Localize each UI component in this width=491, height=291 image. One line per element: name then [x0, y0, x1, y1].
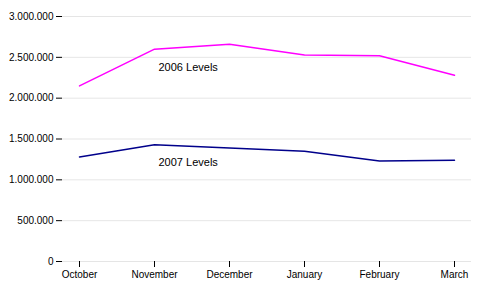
- svg-text:2.000.000: 2.000.000: [9, 92, 54, 103]
- svg-text:February: February: [359, 269, 399, 280]
- svg-text:2.500.000: 2.500.000: [9, 52, 54, 63]
- svg-text:1.500.000: 1.500.000: [9, 133, 54, 144]
- svg-text:December: December: [206, 269, 253, 280]
- svg-text:500.000: 500.000: [17, 215, 54, 226]
- svg-text:0: 0: [48, 256, 54, 267]
- svg-text:March: March: [441, 269, 469, 280]
- svg-text:1.000.000: 1.000.000: [9, 174, 54, 185]
- svg-text:October: October: [62, 269, 98, 280]
- svg-text:3.000.000: 3.000.000: [9, 11, 54, 22]
- svg-text:2007 Levels: 2007 Levels: [159, 156, 219, 168]
- svg-text:2006 Levels: 2006 Levels: [159, 61, 219, 73]
- svg-text:January: January: [287, 269, 323, 280]
- svg-text:November: November: [131, 269, 178, 280]
